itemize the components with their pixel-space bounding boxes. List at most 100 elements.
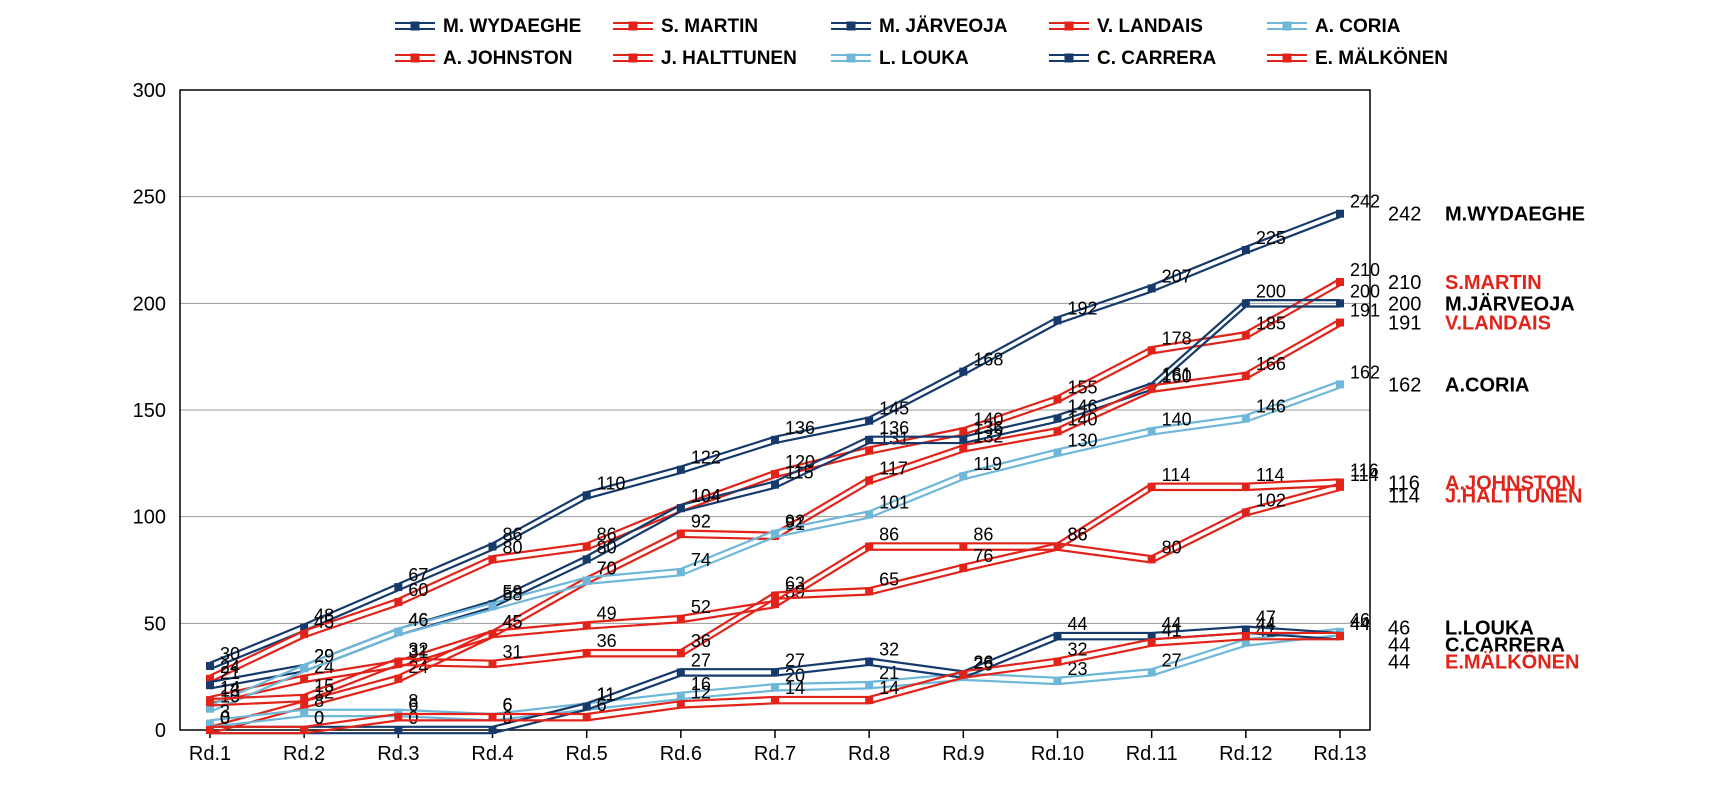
end-label-wydaeghe: M.WYDAEGHE: [1445, 204, 1585, 226]
series-marker-halttunen: [300, 694, 308, 702]
data-label: 114: [1350, 465, 1379, 485]
series-marker-louka: [771, 683, 779, 691]
series-marker-landais: [959, 444, 967, 452]
series-marker-wydaeghe: [394, 583, 402, 591]
series-marker-malkonen: [206, 726, 214, 734]
series-marker-landais: [1054, 427, 1062, 435]
series-marker-halttunen: [865, 587, 873, 595]
data-label: 136: [879, 418, 909, 438]
data-label: 27: [785, 650, 805, 670]
x-tick-label: Rd.10: [1031, 743, 1084, 765]
y-tick-label: 200: [133, 293, 166, 315]
data-label: 115: [785, 463, 814, 483]
end-label-malkonen: E.MÄLKÖNEN: [1445, 651, 1579, 674]
y-tick-label: 150: [133, 400, 166, 422]
x-tick-label: Rd.8: [848, 743, 890, 765]
series-marker-wydaeghe: [959, 368, 967, 376]
data-label: 45: [503, 612, 523, 632]
series-marker-malkonen: [1054, 658, 1062, 666]
data-label: 166: [1256, 354, 1286, 374]
series-marker-halttunen: [394, 658, 402, 666]
y-tick-label: 0: [155, 720, 166, 742]
series-marker-martin: [1148, 346, 1156, 354]
series-marker-halttunen: [1336, 483, 1344, 491]
data-label: 27: [1162, 650, 1182, 670]
series-marker-coria: [865, 511, 873, 519]
series-marker-malkonen: [771, 696, 779, 704]
series-marker-landais: [1336, 319, 1344, 327]
data-label: 80: [1162, 537, 1182, 557]
data-label: 70: [597, 559, 617, 579]
x-tick-label: Rd.1: [189, 743, 231, 765]
data-label: 58: [503, 584, 523, 604]
data-label: 160: [1162, 367, 1192, 387]
series-marker-coria: [1148, 427, 1156, 435]
data-label: 86: [973, 525, 993, 545]
series-marker-johnston: [959, 543, 967, 551]
series-marker-jarveoja: [1336, 299, 1344, 307]
x-tick-label: Rd.5: [566, 743, 608, 765]
data-label: 122: [691, 448, 721, 468]
data-label: 60: [408, 580, 428, 600]
data-label: 44: [1256, 614, 1276, 634]
data-label: 192: [1068, 298, 1098, 318]
end-label-coria: A.CORIA: [1445, 374, 1529, 396]
legend-marker: [411, 54, 420, 63]
data-label: 36: [691, 631, 711, 651]
series-marker-coria: [300, 664, 308, 672]
data-label: 185: [1256, 313, 1286, 333]
data-label: 32: [408, 640, 428, 660]
series-marker-carrera: [1054, 632, 1062, 640]
series-marker-martin: [959, 427, 967, 435]
legend-marker: [1283, 22, 1292, 31]
x-tick-label: Rd.4: [471, 743, 513, 765]
data-label: 168: [973, 350, 1003, 370]
series-marker-halttunen: [583, 649, 591, 657]
series-marker-malkonen: [583, 713, 591, 721]
series-marker-johnston: [1148, 483, 1156, 491]
data-label: 6: [408, 695, 418, 715]
x-tick-label: Rd.13: [1313, 743, 1366, 765]
series-marker-carrera: [677, 668, 685, 676]
series-marker-martin: [1242, 331, 1250, 339]
data-label: 45: [314, 612, 334, 632]
data-label: 210: [1350, 260, 1380, 280]
data-label: 0: [314, 708, 324, 728]
data-label: 80: [503, 537, 523, 557]
legend-label-malkonen: E. MÄLKÖNEN: [1315, 48, 1448, 69]
data-label: 44: [1068, 614, 1088, 634]
data-label: 136: [785, 418, 815, 438]
end-value-halttunen: 114: [1388, 485, 1420, 507]
series-marker-landais: [1148, 385, 1156, 393]
series-marker-carrera: [771, 668, 779, 676]
series-marker-carrera: [583, 703, 591, 711]
series-marker-martin: [1054, 395, 1062, 403]
series-marker-coria: [771, 530, 779, 538]
series-marker-jarveoja: [1242, 299, 1250, 307]
series-marker-jarveoja: [771, 481, 779, 489]
series-marker-louka: [1054, 677, 1062, 685]
series-marker-carrera: [394, 726, 402, 734]
data-label: 117: [879, 458, 908, 478]
end-value-coria: 162: [1388, 374, 1421, 396]
data-label: 207: [1162, 266, 1192, 286]
data-label: 41: [1162, 621, 1182, 641]
y-tick-label: 250: [133, 187, 166, 209]
legend-marker: [847, 22, 856, 31]
series-marker-halttunen: [1148, 555, 1156, 563]
series-marker-wydaeghe: [489, 543, 497, 551]
legend-label-landais: V. LANDAIS: [1097, 16, 1203, 37]
data-label: 119: [973, 454, 1002, 474]
series-marker-halttunen: [1242, 508, 1250, 516]
data-label: 225: [1256, 228, 1286, 248]
series-marker-carrera: [489, 726, 497, 734]
legend-label-martin: S. MARTIN: [661, 16, 758, 37]
series-marker-jarveoja: [1054, 415, 1062, 423]
series-marker-coria: [677, 568, 685, 576]
series-marker-wydaeghe: [1336, 210, 1344, 218]
data-label: 13: [220, 680, 240, 700]
legend-label-louka: L. LOUKA: [879, 48, 969, 69]
legend-marker: [847, 54, 856, 63]
legend-label-carrera: C. CARRERA: [1097, 48, 1217, 69]
series-marker-wydaeghe: [206, 662, 214, 670]
